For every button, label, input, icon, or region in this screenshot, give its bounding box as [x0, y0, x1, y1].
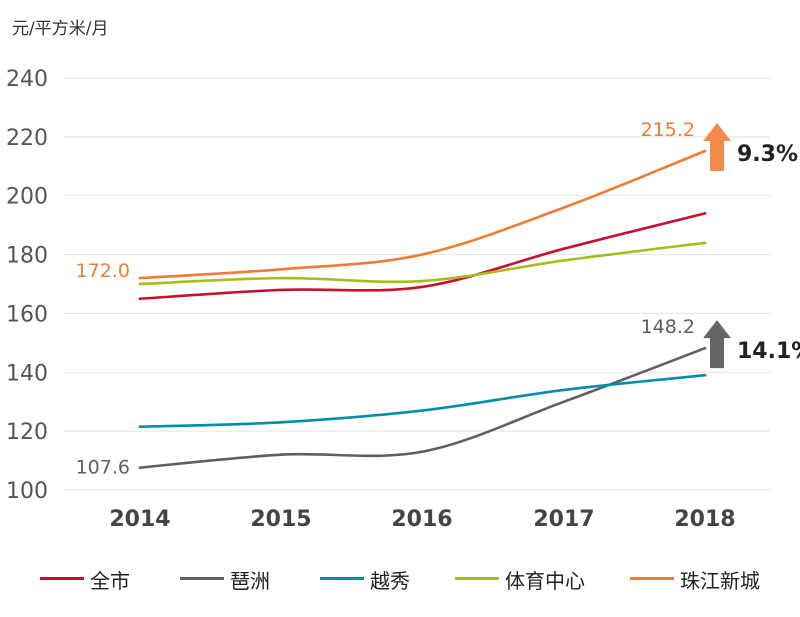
- series-point-4: [703, 149, 707, 153]
- series-point-4: [138, 276, 142, 280]
- legend-swatch: [40, 577, 84, 580]
- y-tick-label: 100: [6, 479, 48, 504]
- series-point-0: [420, 285, 424, 289]
- series-point-0: [562, 247, 566, 250]
- series-point-3: [138, 282, 142, 286]
- x-tick-label: 2016: [391, 507, 452, 532]
- series-point-2: [420, 409, 424, 412]
- series-point-3: [279, 276, 283, 280]
- series-point-1: [562, 400, 566, 404]
- series-line-1: [138, 346, 707, 469]
- series-point-0: [703, 212, 707, 215]
- series-point-1: [279, 453, 283, 456]
- legend-swatch: [455, 577, 499, 580]
- series-point-1: [420, 450, 424, 454]
- legend-swatch: [630, 577, 674, 580]
- series-point-0: [138, 297, 142, 301]
- x-tick-label: 2017: [533, 507, 594, 532]
- legend-swatch: [180, 577, 224, 580]
- data-label: 215.2: [641, 119, 695, 141]
- series-point-3: [562, 259, 566, 262]
- y-tick-label: 160: [6, 302, 48, 327]
- x-tick-label: 2018: [674, 507, 735, 532]
- series-point-2: [562, 388, 566, 392]
- legend-label: 琶洲: [230, 569, 270, 593]
- series-point-4: [562, 206, 566, 209]
- data-label: 107.6: [76, 457, 130, 479]
- series-line-3: [138, 241, 707, 286]
- legend-swatch: [320, 577, 364, 580]
- series-point-2: [279, 421, 283, 424]
- series-point-2: [138, 425, 142, 429]
- growth-percentage: 14.1%: [737, 339, 800, 364]
- y-tick-label: 240: [6, 67, 48, 92]
- x-tick-label: 2014: [109, 507, 170, 532]
- y-tick-label: 220: [6, 126, 48, 151]
- legend: 全市 琶洲 越秀 体育中心 珠江新城: [40, 563, 800, 593]
- growth-arrow-icon: [703, 122, 731, 171]
- series-point-2: [703, 373, 707, 377]
- legend-label: 越秀: [370, 569, 410, 593]
- series-point-3: [420, 279, 424, 283]
- y-tick-label: 140: [6, 361, 48, 386]
- growth-arrow-icon: [703, 320, 731, 369]
- y-unit-label: 元/平方米/月: [12, 19, 109, 39]
- series-point-1: [138, 466, 142, 469]
- series-point-0: [279, 288, 283, 292]
- growth-percentage: 9.3%: [737, 142, 798, 167]
- legend-label: 全市: [90, 569, 130, 593]
- series-point-3: [703, 241, 707, 245]
- data-label: 172.0: [76, 260, 130, 282]
- series-point-4: [420, 253, 424, 256]
- y-tick-label: 180: [6, 244, 48, 269]
- x-tick-label: 2015: [250, 507, 311, 532]
- series-point-4: [279, 267, 283, 271]
- legend-label: 体育中心: [505, 569, 585, 593]
- y-tick-label: 120: [6, 420, 48, 445]
- legend-label: 珠江新城: [680, 569, 760, 593]
- data-label: 148.2: [641, 316, 695, 338]
- y-tick-label: 200: [6, 185, 48, 210]
- series-point-1: [703, 346, 707, 350]
- series-line-2: [138, 373, 707, 429]
- series-line-4: [138, 149, 707, 280]
